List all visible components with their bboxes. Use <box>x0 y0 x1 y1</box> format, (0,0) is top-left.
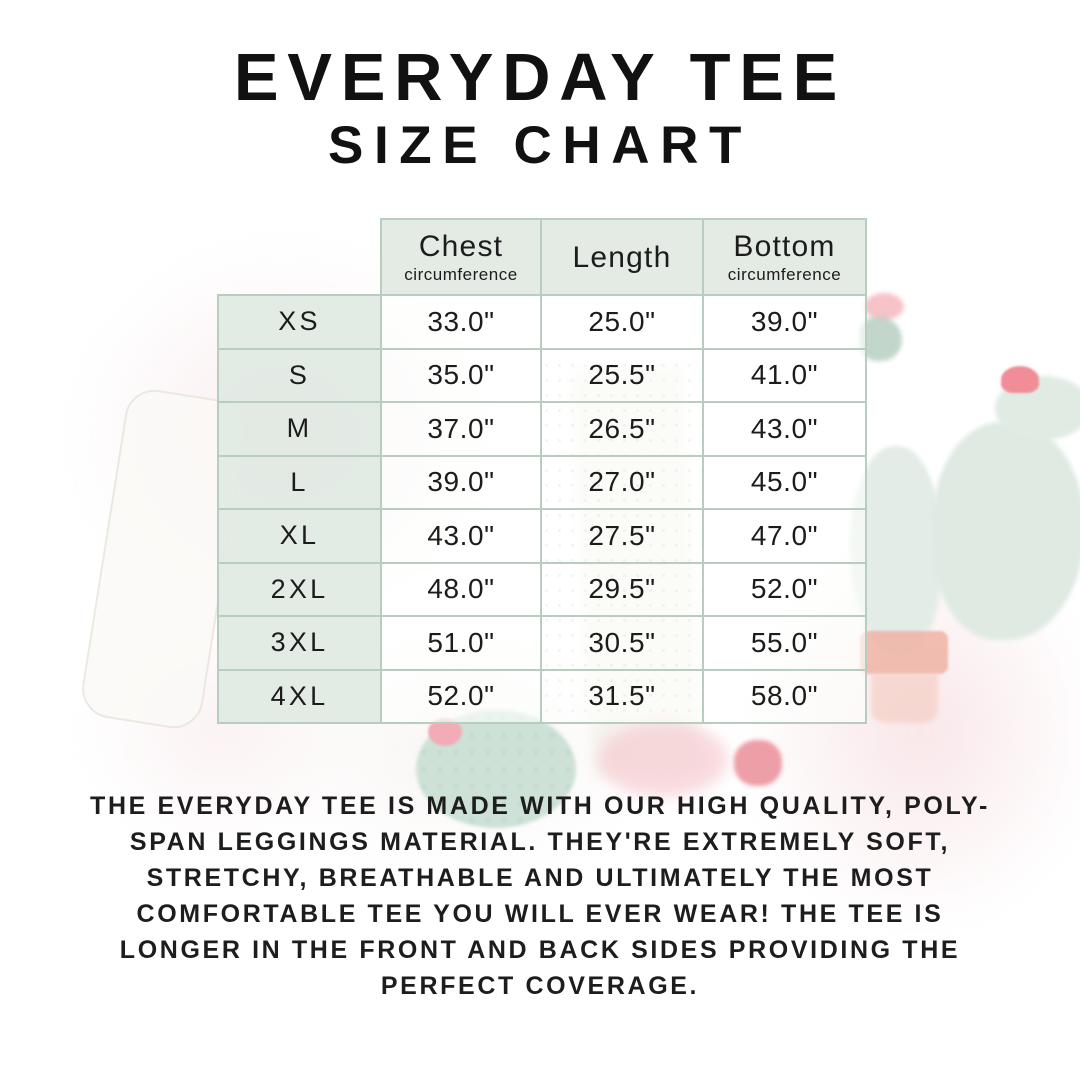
length-value: 30.5" <box>540 615 704 671</box>
chest-value: 51.0" <box>380 615 542 671</box>
size-chart-table: Chest circumference Length Bottom circum… <box>217 218 867 724</box>
chest-value: 43.0" <box>380 508 542 564</box>
size-label: S <box>217 347 382 403</box>
table-row-s: S 35.0" 25.5" 41.0" <box>217 347 867 403</box>
column-header-bottom: Bottom circumference <box>702 218 867 296</box>
length-value: 29.5" <box>540 561 704 617</box>
table-header-row: Chest circumference Length Bottom circum… <box>218 218 867 296</box>
product-description: THE EVERYDAY TEE IS MADE WITH OUR HIGH Q… <box>90 792 990 1000</box>
red-flower-icon <box>734 740 782 786</box>
chest-value: 39.0" <box>380 454 542 510</box>
length-value: 26.5" <box>540 401 704 457</box>
plant-pot-rim <box>860 631 948 674</box>
table-row-xl: XL 43.0" 27.5" 47.0" <box>217 508 867 564</box>
cactus-flower-icon <box>1001 366 1039 393</box>
length-value: 27.5" <box>540 508 704 564</box>
size-label: M <box>217 401 382 457</box>
page-subtitle: SIZE CHART <box>328 116 752 175</box>
length-value: 31.5" <box>540 668 704 724</box>
cactus-pad-top-icon <box>995 376 1080 440</box>
column-label: Length <box>572 240 672 274</box>
table-row-2xl: 2XL 48.0" 29.5" 52.0" <box>217 561 867 617</box>
column-sublabel: circumference <box>727 264 842 284</box>
chest-value: 52.0" <box>380 668 542 724</box>
chest-value: 48.0" <box>380 561 542 617</box>
length-value: 25.0" <box>540 294 704 350</box>
blank-corner-cell <box>218 219 381 295</box>
chest-value: 37.0" <box>380 401 542 457</box>
bottom-value: 45.0" <box>702 454 867 510</box>
size-label: XS <box>217 294 382 350</box>
bottom-value: 52.0" <box>702 561 867 617</box>
size-label: 3XL <box>217 615 382 671</box>
bottom-value: 55.0" <box>702 615 867 671</box>
chest-value: 35.0" <box>380 347 542 403</box>
cactus-pad-main-icon <box>933 422 1080 640</box>
length-value: 27.0" <box>540 454 704 510</box>
bottom-value: 41.0" <box>702 347 867 403</box>
bottom-value: 39.0" <box>702 294 867 350</box>
column-label: Chest <box>418 229 504 263</box>
table-row-3xl: 3XL 51.0" 30.5" 55.0" <box>217 615 867 671</box>
header: EVERYDAY TEE SIZE CHART <box>0 0 1080 172</box>
pink-flowers-cluster <box>598 722 728 797</box>
size-label: 4XL <box>217 668 382 724</box>
size-label: XL <box>217 508 382 564</box>
column-label: Bottom <box>733 229 836 263</box>
small-pink-flower-icon <box>864 293 904 320</box>
size-label: L <box>217 454 382 510</box>
bottom-value: 58.0" <box>702 668 867 724</box>
table-row-4xl: 4XL 52.0" 31.5" 58.0" <box>217 668 867 724</box>
table-row-l: L 39.0" 27.0" 45.0" <box>217 454 867 510</box>
table-row-m: M 37.0" 26.5" 43.0" <box>217 401 867 457</box>
table-row-xs: XS 33.0" 25.0" 39.0" <box>217 294 867 350</box>
column-header-chest: Chest circumference <box>380 218 542 296</box>
column-header-length: Length <box>540 218 704 296</box>
size-label: 2XL <box>217 561 382 617</box>
bottom-value: 43.0" <box>702 401 867 457</box>
chest-value: 33.0" <box>380 294 542 350</box>
column-sublabel: circumference <box>404 264 518 284</box>
page-title: EVERYDAY TEE <box>233 40 847 115</box>
bottom-value: 47.0" <box>702 508 867 564</box>
plant-pot-body <box>871 673 938 723</box>
length-value: 25.5" <box>540 347 704 403</box>
